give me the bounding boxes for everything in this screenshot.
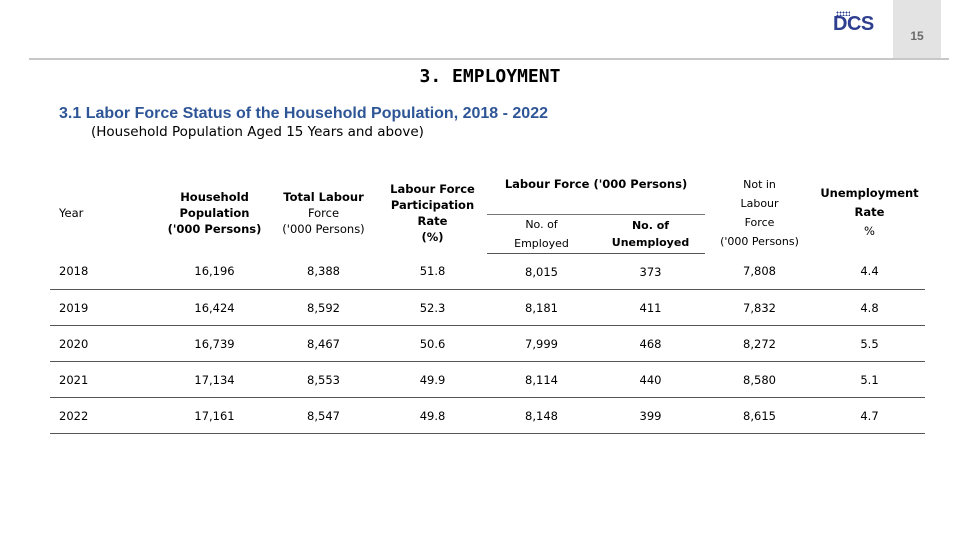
page-number: 15 [910,29,924,43]
cell-unemployment-rate: 4.4 [814,253,926,290]
dcs-logo: DCS [833,11,879,35]
cell-employed: 8,015 [487,253,596,290]
cell-employed: 8,181 [487,289,596,326]
cell-participation-rate: 49.8 [378,397,487,434]
cell-year: 2020 [50,325,160,362]
cell-unemployed: 411 [596,289,706,326]
header-total-labour-force: Total Labour Force ('000 Persons) [282,189,365,236]
cell-participation-rate: 51.8 [378,253,487,290]
cell-household-population: 16,424 [160,289,269,326]
table-row: 2021 17,134 8,553 49.9 8,114 440 8,580 5… [50,361,926,398]
cell-total-labour-force: 8,553 [269,361,378,398]
cell-household-population: 17,134 [160,361,269,398]
cell-not-in-labour-force: 8,580 [705,361,815,398]
cell-unemployment-rate: 5.5 [814,325,926,362]
cell-not-in-labour-force: 8,272 [705,325,815,362]
cell-total-labour-force: 8,388 [269,253,378,290]
logo-text: DCS [833,13,874,35]
cell-household-population: 16,196 [160,253,269,290]
cell-unemployment-rate: 5.1 [814,361,926,398]
cell-employed: 8,114 [487,361,596,398]
header-unemployment-rate: Unemployment Rate% [820,186,919,239]
cell-year: 2021 [50,361,160,398]
cell-not-in-labour-force: 7,832 [705,289,815,326]
cell-unemployed: 440 [596,361,706,398]
section-title: 3.1 Labor Force Status of the Household … [59,105,548,122]
cell-unemployed: 468 [596,325,706,362]
cell-year: 2019 [50,289,160,326]
cell-total-labour-force: 8,547 [269,397,378,434]
header-not-in-labour-force: Not in Labour Force ('000 Persons) [720,177,799,248]
header-year: Year [59,205,84,220]
cell-total-labour-force: 8,592 [269,289,378,326]
table-row: 2020 16,739 8,467 50.6 7,999 468 8,272 5… [50,325,926,362]
cell-employed: 7,999 [487,325,596,362]
logo-dots-icon [836,11,850,16]
header-household-population: Household Population ('000 Persons) [167,189,262,236]
cell-year: 2018 [50,253,160,290]
header-unemployed: No. of Unemployed [596,214,706,254]
header-employed: No. of Employed [487,214,596,254]
page-title: 3. EMPLOYMENT [419,66,561,87]
cell-unemployed: 373 [596,253,706,290]
table-row: 2018 16,196 8,388 51.8 8,015 373 7,808 4… [50,253,926,290]
header-divider [29,58,949,60]
cell-not-in-labour-force: 7,808 [705,253,815,290]
cell-unemployment-rate: 4.8 [814,289,926,326]
labour-force-table: Year Household Population ('000 Persons) T… [50,172,926,434]
cell-household-population: 16,739 [160,325,269,362]
page-number-box: 15 [893,0,941,58]
cell-total-labour-force: 8,467 [269,325,378,362]
cell-participation-rate: 52.3 [378,289,487,326]
table-row: 2019 16,424 8,592 52.3 8,181 411 7,832 4… [50,289,926,326]
cell-participation-rate: 49.9 [378,361,487,398]
header-labour-force-group: Labour Force ('000 Persons) [487,172,706,215]
cell-participation-rate: 50.6 [378,325,487,362]
header-participation-rate: Labour Force Participation Rate (%) [390,181,475,244]
cell-not-in-labour-force: 8,615 [705,397,815,434]
cell-year: 2022 [50,397,160,434]
cell-unemployed: 399 [596,397,706,434]
table-row: 2022 17,161 8,547 49.8 8,148 399 8,615 4… [50,397,926,434]
cell-household-population: 17,161 [160,397,269,434]
cell-unemployment-rate: 4.7 [814,397,926,434]
cell-employed: 8,148 [487,397,596,434]
section-note: (Household Population Aged 15 Years and … [91,124,424,140]
